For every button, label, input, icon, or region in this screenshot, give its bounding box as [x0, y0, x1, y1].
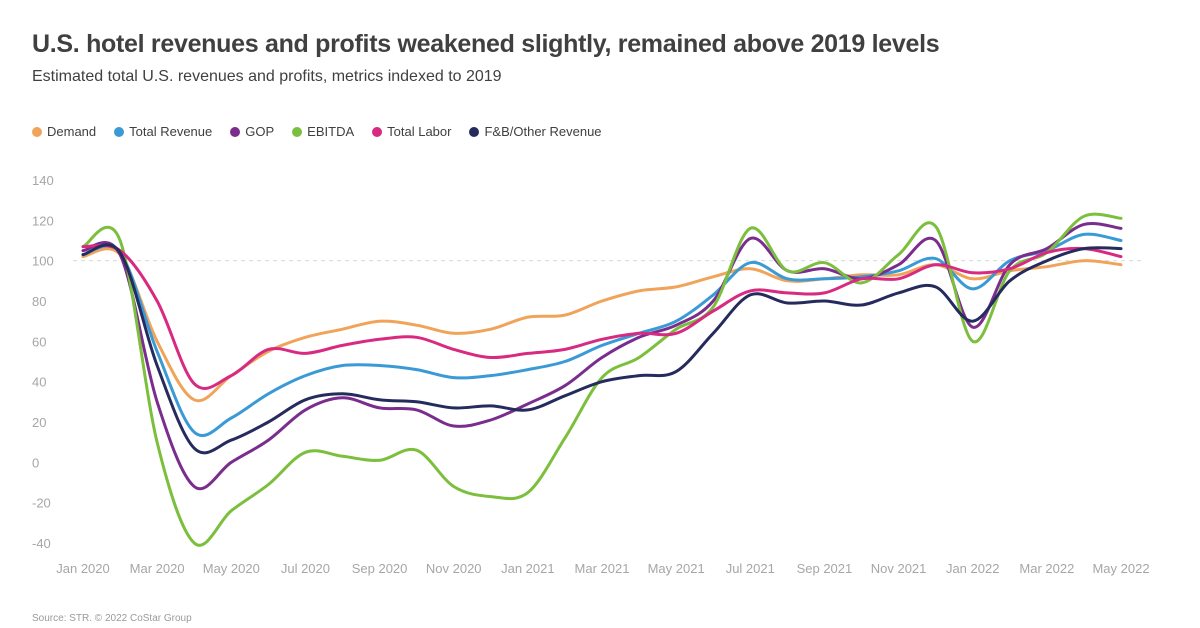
series-line-gop — [81, 221, 1123, 491]
y-tick-label: 40 — [32, 375, 46, 390]
y-tick-label: 140 — [32, 173, 54, 188]
legend-dot — [292, 126, 303, 137]
y-tick-label: 0 — [32, 455, 39, 470]
legend-dot — [230, 126, 241, 137]
legend-item-demand: Demand — [32, 124, 96, 139]
y-tick-label: -20 — [32, 496, 51, 511]
series-line-total-labor — [81, 243, 1123, 390]
x-tick-label: Jan 2021 — [501, 561, 555, 576]
y-tick-label: 120 — [32, 213, 54, 228]
x-tick-label: Nov 2020 — [426, 561, 482, 576]
y-tick-label: 80 — [32, 294, 46, 309]
series-line-total-revenue — [81, 232, 1123, 437]
x-tick-label: May 2020 — [203, 561, 260, 576]
legend-item-total-labor: Total Labor — [372, 124, 451, 139]
legend-label: Total Revenue — [129, 124, 213, 139]
legend-label: EBITDA — [307, 124, 355, 139]
x-tick-label: Mar 2020 — [130, 561, 185, 576]
x-tick-label: Sep 2021 — [797, 561, 853, 576]
x-tick-label: Jul 2020 — [281, 561, 330, 576]
x-tick-label: May 2022 — [1092, 561, 1149, 576]
legend-dot — [372, 126, 383, 137]
x-tick-label: Nov 2021 — [871, 561, 927, 576]
legend-label: F&B/Other Revenue — [484, 124, 602, 139]
legend-dot — [114, 126, 125, 137]
x-tick-label: Jan 2020 — [56, 561, 110, 576]
y-tick-label: -40 — [32, 536, 51, 551]
series-line-f-b-other-revenue — [81, 243, 1123, 455]
y-tick-label: 60 — [32, 334, 46, 349]
legend-label: Demand — [47, 124, 97, 139]
chart-legend: Demand Total Revenue GOP EBITDA Total Labor F… — [32, 124, 602, 139]
x-tick-label: Jul 2021 — [726, 561, 775, 576]
legend-item-ebitda: EBITDA — [292, 124, 354, 139]
source-note: Source: STR. © 2022 CoStar Group — [32, 613, 192, 624]
chart-subtitle: Estimated total U.S. revenues and profit… — [32, 68, 502, 85]
x-tick-label: Mar 2022 — [1019, 561, 1074, 576]
legend-item-f-b-other-revenue: F&B/Other Revenue — [469, 124, 602, 139]
chart-title: U.S. hotel revenues and profits weakened… — [32, 30, 940, 58]
legend-item-total-revenue: Total Revenue — [114, 124, 212, 139]
y-tick-label: 20 — [32, 415, 46, 430]
legend-label: Total Labor — [387, 124, 452, 139]
x-tick-label: Jan 2022 — [946, 561, 1000, 576]
series-line-ebitda — [81, 212, 1123, 547]
x-tick-label: Mar 2021 — [575, 561, 630, 576]
legend-label: GOP — [245, 124, 275, 139]
legend-item-gop: GOP — [230, 124, 274, 139]
legend-dot — [469, 126, 480, 137]
x-tick-label: Sep 2020 — [352, 561, 408, 576]
x-tick-label: May 2021 — [648, 561, 705, 576]
y-tick-label: 100 — [32, 254, 54, 269]
legend-dot — [32, 126, 42, 137]
line-chart: 140 120 100 80 60 40 20 0 -20 -40 Jan 2020 Mar 2020… — [32, 173, 1150, 576]
